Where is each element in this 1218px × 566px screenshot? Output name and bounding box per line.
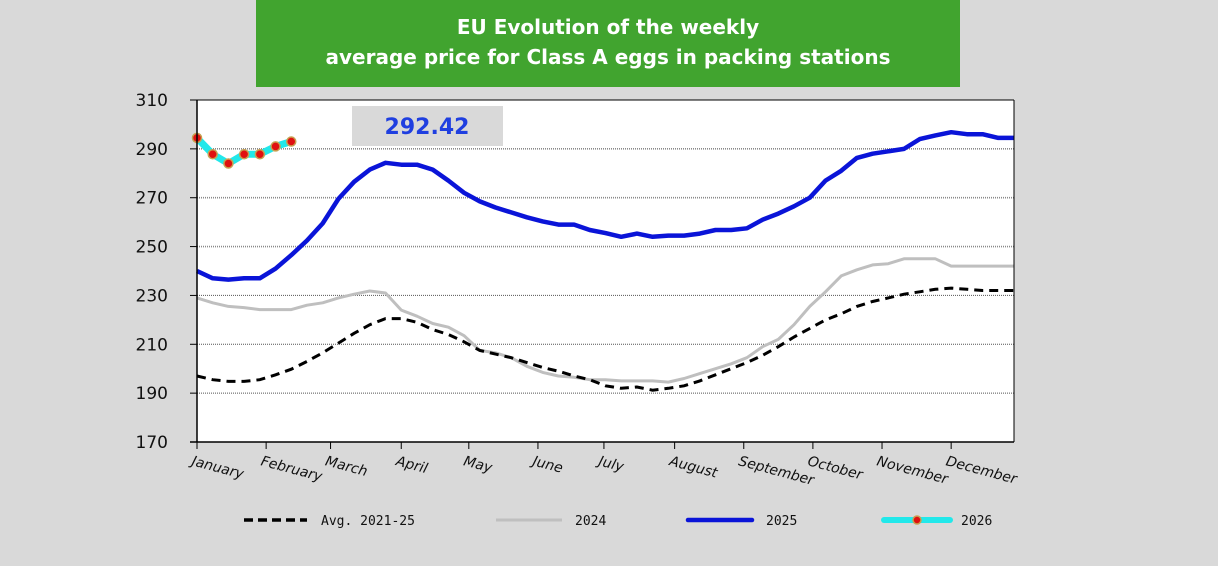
x-axis-ticks: January February March April May June July Augu…: [187, 442, 1020, 489]
x-tick-label-june: June: [528, 453, 564, 477]
series-line-avg-2021-25: [196, 286, 1014, 392]
chart-title: EU Evolution of the weekly average price…: [256, 0, 960, 87]
legend-item-avg-2021-25: Avg. 2021-25: [244, 514, 415, 529]
series-2026-point: [270, 141, 281, 152]
series-line-2025: [196, 129, 1014, 282]
legend-label: 2025: [766, 514, 797, 529]
legend-item-2026: 2026: [881, 514, 992, 529]
y-tick-label: 170: [136, 433, 168, 453]
series-2026-point: [286, 136, 297, 147]
value-callout-text: 292.42: [385, 115, 470, 140]
y-tick-label: 310: [136, 91, 168, 111]
y-tick-label: 270: [136, 189, 168, 209]
x-tick-label-april: April: [393, 453, 429, 477]
series-2026-point: [223, 158, 234, 169]
x-tick-label-july: July: [594, 453, 626, 476]
x-tick-label-january: January: [187, 453, 246, 483]
x-tick-label-december: December: [944, 453, 1019, 488]
x-tick-label-november: November: [875, 453, 951, 488]
legend-item-2025: 2025: [685, 514, 797, 529]
x-tick-label-may: May: [462, 453, 495, 476]
x-tick-label-september: September: [737, 453, 817, 489]
legend: Avg. 2021-25 2024 2025 2026: [244, 514, 992, 529]
value-callout: 292.42: [352, 106, 503, 146]
chart-title-line-2: average price for Class A eggs in packin…: [325, 45, 891, 69]
legend-marker-2026: [912, 515, 922, 525]
series-group: [191, 129, 1014, 392]
legend-label: Avg. 2021-25: [321, 514, 415, 529]
chart-title-line-1: EU Evolution of the weekly: [456, 15, 760, 39]
y-axis-ticks: 170 190 210 230 250 270 290 310: [136, 91, 197, 453]
series-2026-point: [207, 148, 218, 160]
x-tick-label-february: February: [259, 453, 324, 485]
y-tick-label: 290: [136, 140, 168, 160]
legend-item-2024: 2024: [496, 514, 606, 529]
y-tick-label: 230: [136, 286, 168, 306]
series-2026-point: [254, 148, 266, 160]
gridlines: [197, 148, 1014, 394]
y-tick-label: 190: [136, 384, 168, 404]
y-tick-label: 210: [136, 335, 168, 355]
x-tick-label-march: March: [324, 453, 370, 480]
y-tick-label: 250: [136, 238, 168, 258]
value-callout-box: [352, 106, 503, 146]
legend-label: 2026: [961, 514, 992, 529]
x-tick-label-october: October: [806, 453, 865, 483]
series-line-2024: [196, 257, 1014, 384]
legend-label: 2024: [575, 514, 606, 529]
series-2026-point: [238, 148, 250, 160]
x-tick-label-august: August: [667, 453, 720, 482]
